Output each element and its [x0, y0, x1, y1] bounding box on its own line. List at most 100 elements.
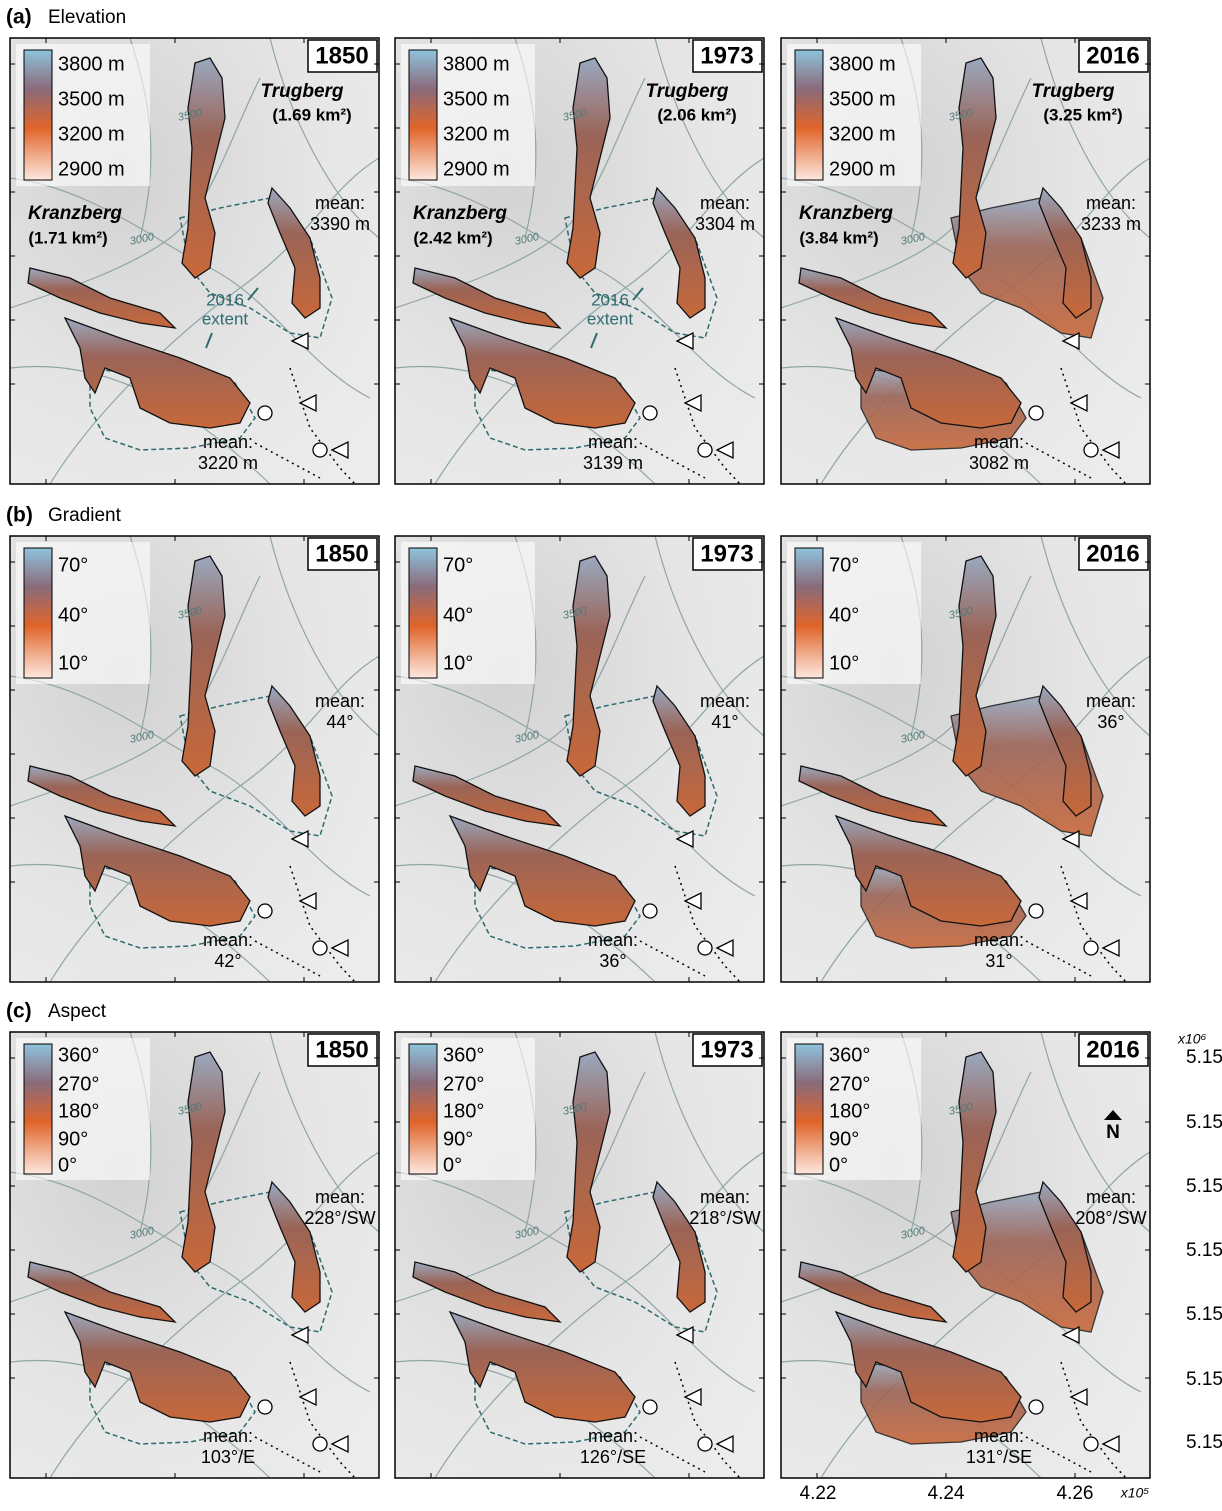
glacier-name: Kranzberg [28, 203, 122, 224]
extent-outline [564, 197, 718, 339]
year-box [1078, 39, 1149, 73]
mean-label: mean: [588, 432, 638, 452]
map-panel: 3800 m 3500 m 3200 m 2900 m 2016 3500 3000 Trug… [780, 37, 1151, 485]
year-label: 2016 [1086, 1036, 1139, 1063]
river [289, 367, 356, 485]
legend-label: 3500 m [443, 88, 510, 110]
extent-outline [179, 695, 333, 837]
glacier-outline [412, 267, 562, 329]
contour-label: 3000 [129, 231, 156, 248]
glacier-outline [181, 555, 226, 777]
year-box [307, 39, 378, 73]
row-title: Aspect [48, 1001, 107, 1022]
glacier-outline [181, 1051, 226, 1273]
station-triangle [298, 1387, 317, 1407]
glacier-outline [63, 1310, 251, 1423]
glacier-name: Kranzberg [799, 203, 893, 224]
legend-label: 40° [58, 604, 88, 626]
contour-label: 3000 [129, 729, 156, 746]
station-circle [312, 442, 328, 458]
legend-label: 70° [58, 554, 88, 576]
contour-label: 3500 [177, 1101, 204, 1118]
station-triangle [290, 829, 309, 849]
legend-label: 70° [829, 554, 859, 576]
extent-annotation: 2016 [591, 290, 629, 309]
panel-label: (c) [6, 1000, 32, 1023]
mean-label: mean: [974, 1426, 1024, 1446]
legend-label: 3800 m [829, 53, 896, 75]
mean-label: mean: [1086, 691, 1136, 711]
contour-line [654, 37, 765, 239]
panel-label: (a) [6, 6, 32, 29]
legend-label: 180° [829, 1100, 870, 1122]
contour-line [1040, 37, 1151, 239]
station-triangle [683, 1387, 702, 1407]
river [639, 442, 706, 479]
legend-label: 270° [58, 1073, 99, 1095]
legend-label: 180° [443, 1100, 484, 1122]
station-circle [257, 1399, 273, 1415]
mean-label: 218°/SW [689, 1208, 760, 1228]
legend-label: 2900 m [58, 158, 125, 180]
axis-multiplier: x10⁶ [1177, 1031, 1207, 1047]
river [674, 865, 741, 983]
glacier-outline [798, 267, 948, 329]
station-triangle [1069, 891, 1088, 911]
mean-label: 36° [1097, 712, 1124, 732]
station-circle [1083, 442, 1099, 458]
glacier-area: (2.06 km²) [657, 105, 736, 124]
legend-label: 270° [443, 1073, 484, 1095]
year-label: 1973 [700, 1036, 753, 1063]
extent-outline [564, 1191, 718, 1333]
contour-label: 3500 [177, 107, 204, 124]
y-tick-label: 5.152 [1186, 1304, 1222, 1325]
contour-line [49, 157, 380, 485]
mean-label: 41° [711, 712, 738, 732]
mean-label: mean: [315, 691, 365, 711]
glacier-name: Kranzberg [413, 203, 507, 224]
station-circle [1028, 903, 1044, 919]
panel-frame [780, 1031, 1151, 1479]
mean-label: mean: [974, 930, 1024, 950]
glacier-outline [1038, 1180, 1092, 1313]
legend-label: 0° [58, 1154, 77, 1176]
station-triangle [1061, 1325, 1080, 1345]
extent-outline [179, 197, 333, 339]
legend-label: 3200 m [58, 123, 125, 145]
river [1025, 940, 1092, 977]
mean-label: mean: [974, 432, 1024, 452]
legend-label: 90° [829, 1128, 859, 1150]
glacier-outline [652, 186, 706, 319]
map-panel: 360°270°180°90°0°197335003000mean:218°/S… [394, 1031, 765, 1479]
station-triangle [1101, 938, 1120, 958]
legend-label: 40° [829, 604, 859, 626]
river [289, 865, 356, 983]
extent-annotation: 2016 [206, 290, 244, 309]
glacier-outline [566, 1051, 611, 1273]
contour-line [269, 1031, 380, 1233]
mean-label: 3233 m [1081, 214, 1141, 234]
station-triangle [675, 829, 694, 849]
extent-arrow [205, 287, 259, 349]
glacier-outline [834, 316, 1022, 429]
map-panel: 3800 m 3500 m 3200 m 2900 m 1973 3500 3000 Trug… [394, 37, 765, 485]
glacier-outline [834, 1310, 1022, 1423]
contour-line [49, 1151, 380, 1479]
glacier-outline [412, 1261, 562, 1323]
station-circle [1028, 1399, 1044, 1415]
mean-label: 42° [214, 951, 241, 971]
glacier-area: (1.69 km²) [272, 105, 351, 124]
panel-frame [394, 1031, 765, 1479]
year-box [692, 537, 763, 571]
north-label: N [1106, 1122, 1120, 1143]
mean-label: mean: [588, 1426, 638, 1446]
station-triangle [1069, 1387, 1088, 1407]
legend-label: 10° [58, 652, 88, 674]
x-tick-label: 4.24 [928, 1483, 965, 1504]
river [639, 940, 706, 977]
mean-label: mean: [203, 1426, 253, 1446]
station-triangle [298, 393, 317, 413]
mean-label: 31° [985, 951, 1012, 971]
y-tick-label: 5.151 [1186, 1369, 1222, 1390]
